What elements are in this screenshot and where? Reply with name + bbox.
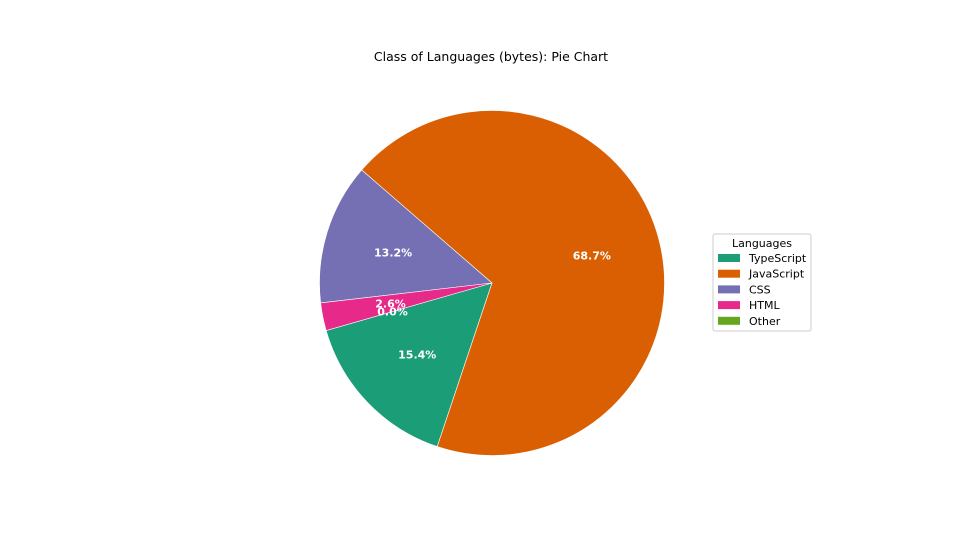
legend-label-typescript: TypeScript <box>748 252 807 265</box>
slice-javascript <box>361 110 665 456</box>
slice-label-html: 2.6% <box>375 297 406 310</box>
legend: Languages TypeScript JavaScript CSS HTML Oth… <box>712 233 812 332</box>
pie-slices <box>319 110 665 456</box>
slice-label-other: 0.0% <box>377 306 408 319</box>
legend-label-other: Other <box>749 315 781 328</box>
slice-label-javascript: 68.7% <box>573 250 611 263</box>
pie-labels: 15.4% 68.7% 13.2% 2.6%0.0% <box>374 246 611 361</box>
legend-label-css: CSS <box>749 283 771 296</box>
slice-html <box>320 282 493 331</box>
legend-label-html: HTML <box>749 299 780 312</box>
legend-swatch-css <box>718 285 740 294</box>
legend-items: TypeScript JavaScript CSS HTML Other <box>718 252 807 328</box>
slice-label-css: 13.2% <box>374 246 412 259</box>
slice-typescript <box>325 282 493 447</box>
legend-swatch-other <box>718 316 740 325</box>
legend-label-javascript: JavaScript <box>748 268 805 281</box>
legend-swatch-javascript <box>718 269 740 278</box>
legend-swatch-html <box>718 301 740 310</box>
chart-title: Class of Languages (bytes): Pie Chart <box>374 49 608 64</box>
legend-swatch-typescript <box>718 254 740 262</box>
slice-css <box>319 169 493 304</box>
slice-label-typescript: 15.4% <box>398 349 436 362</box>
legend-title: Languages <box>732 237 792 250</box>
